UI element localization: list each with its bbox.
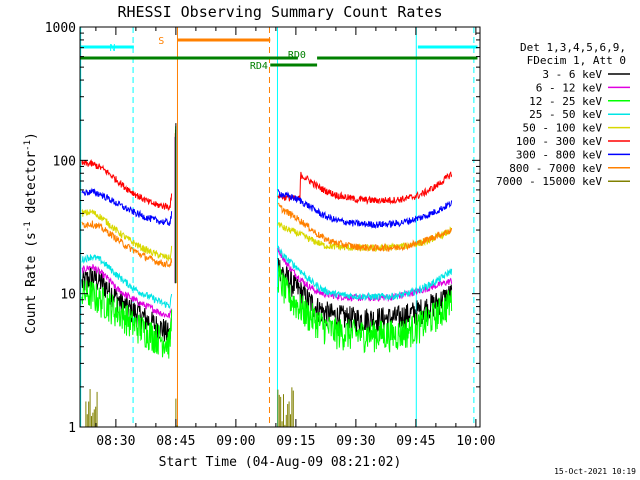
legend-label-6: 300 - 800 keV [516, 148, 602, 161]
x-tick-label-4: 09:30 [336, 434, 375, 449]
y-tick-label-0: 1 [68, 421, 76, 436]
footer-timestamp: 15-Oct-2021 10:19 [554, 467, 636, 476]
series-line-6-1 [277, 189, 453, 230]
legend-label-5: 100 - 300 keV [516, 135, 602, 148]
legend-label-3: 25 - 50 keV [529, 108, 602, 121]
y-label-part1: Count Rate (s [24, 232, 39, 334]
series-line-4-1 [277, 221, 453, 253]
series-line-3-0 [81, 254, 173, 310]
x-tick-label-3: 09:15 [276, 434, 315, 449]
x-axis-label: Start Time (04-Aug-09 08:21:02) [159, 455, 402, 470]
y-tick-label-3: 1000 [45, 21, 76, 36]
legend: Det 1,3,4,5,6,9,FDecim 1, Att 03 - 6 keV… [496, 41, 630, 188]
y-axis-label: Count Rate (s-1 detector-1) [23, 132, 39, 334]
legend-label-2: 12 - 25 keV [529, 95, 602, 108]
mode-label-n: N [109, 43, 115, 54]
legend-header-1: FDecim 1, Att 0 [527, 54, 626, 67]
legend-label-0: 3 - 6 keV [542, 68, 602, 81]
y-tick-label-2: 100 [53, 154, 76, 169]
series-line-2-1 [277, 265, 453, 354]
legend-header-0: Det 1,3,4,5,6,9, [520, 41, 626, 54]
x-tick-label-5: 09:45 [396, 434, 435, 449]
plot-frame [79, 26, 481, 428]
y-label-sup1: -1 [23, 221, 33, 232]
x-tick-label-1: 08:45 [156, 434, 195, 449]
mode-label-rd4: RD4 [250, 61, 268, 72]
series-line-5-1 [277, 171, 453, 206]
series-line-7-1 [277, 202, 453, 253]
x-tick-label-2: 09:00 [216, 434, 255, 449]
legend-label-4: 50 - 100 keV [523, 122, 603, 135]
legend-label-8: 7000 - 15000 keV [496, 175, 602, 188]
series-line-7-0 [81, 220, 173, 269]
legend-label-1: 6 - 12 keV [536, 81, 603, 94]
series-line-6-0 [81, 187, 173, 227]
plot-area: N S RD0 RD4 1 10 100 1000 08:30 08:45 09:00 09:15 09… [45, 21, 496, 449]
x-tick-label-6: 10:00 [456, 434, 495, 449]
mode-label-s: S [158, 36, 164, 47]
y-label-part3: ) [24, 132, 39, 140]
legend-label-7: 800 - 7000 keV [509, 162, 602, 175]
y-label-part2: detector [24, 151, 39, 222]
series-line-2-0 [81, 280, 173, 359]
chart-title: RHESSI Observing Summary Count Rates [117, 3, 442, 21]
series-line-5-0 [81, 158, 173, 212]
y-tick-label-1: 10 [60, 288, 76, 303]
x-tick-label-0: 08:30 [96, 434, 135, 449]
series-line-4-0 [81, 208, 173, 262]
mode-label-rd0: RD0 [288, 50, 306, 61]
series-line-3-1 [277, 245, 453, 302]
y-label-sup2: -1 [23, 140, 33, 151]
series-line-1-0 [81, 264, 173, 319]
